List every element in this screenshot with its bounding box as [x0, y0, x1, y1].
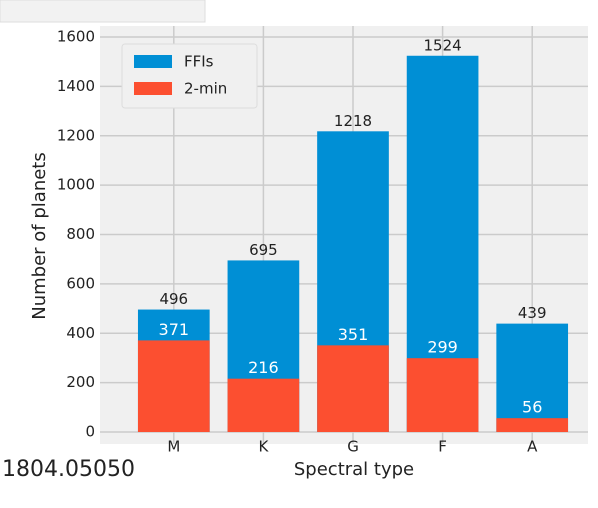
value-label: 1524 [424, 36, 462, 54]
legend-label: 2-min [184, 80, 227, 98]
value-label: 216 [248, 358, 279, 377]
value-label: 56 [522, 398, 542, 417]
top-box [0, 0, 206, 23]
y-tick-label: 400 [66, 324, 95, 342]
bar [227, 378, 300, 432]
legend-label: FFIs [184, 53, 214, 71]
watermark: 1804.05050 [2, 457, 135, 482]
x-tick-label: G [347, 438, 359, 456]
y-tick-label: 1400 [57, 77, 95, 95]
legend-swatch [134, 55, 172, 68]
y-tick-label: 1600 [57, 28, 95, 46]
x-tick-label: M [167, 438, 180, 456]
bar [137, 340, 210, 432]
bar [406, 358, 479, 432]
bar [496, 418, 569, 432]
y-tick-label: 0 [85, 423, 95, 441]
value-label: 496 [159, 290, 188, 308]
bar [317, 345, 389, 432]
value-label: 299 [427, 338, 458, 357]
x-axis-label: Spectral type [294, 459, 414, 480]
y-axis-label: Number of planets [29, 152, 50, 319]
x-tick-label: K [258, 438, 269, 456]
y-tick-label: 1000 [57, 176, 95, 194]
value-label: 371 [159, 320, 190, 339]
value-label: 439 [518, 304, 547, 322]
value-label: 1218 [334, 112, 372, 130]
value-label: 351 [338, 325, 369, 344]
y-tick-label: 1200 [57, 126, 95, 144]
bar [496, 323, 569, 432]
y-tick-label: 200 [66, 373, 95, 391]
value-label: 695 [249, 241, 278, 259]
x-tick-label: A [527, 438, 538, 456]
y-tick-label: 600 [66, 274, 95, 292]
y-tick-label: 800 [66, 225, 95, 243]
x-tick-label: F [438, 438, 447, 456]
legend-swatch [134, 82, 172, 95]
